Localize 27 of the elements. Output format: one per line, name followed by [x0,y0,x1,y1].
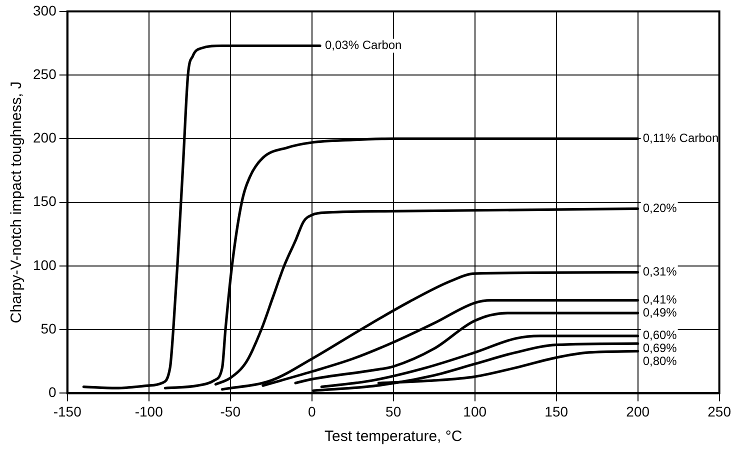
x-tick-label: 0 [308,403,316,420]
x-tick-label: 50 [386,403,402,420]
x-tick-label: 150 [544,403,568,420]
y-tick-label: 150 [33,193,57,210]
series-label: 0,31% [642,264,678,279]
series-label: 0,20% [642,200,678,215]
y-tick-label: 200 [33,130,57,146]
series-label: 0,41% [642,292,678,307]
y-axis-title: Charpy-V-notch impact toughness, J [8,81,26,324]
x-axis-title: Test temperature, °C [324,428,462,446]
x-tick-label: 200 [626,403,650,420]
y-tick-label: 250 [33,66,57,82]
x-tick-label: 250 [708,403,732,420]
y-tick-label: 100 [33,256,57,273]
x-tick-label: 100 [463,403,487,420]
x-tick-label: -150 [53,403,82,420]
series-label: 0,03% Carbon [324,38,402,52]
series-label: 0,80% [642,354,678,368]
series-label: 0,49% [642,306,678,320]
series-label: 0,11% Carbon [642,130,719,145]
x-tick-label: -50 [220,403,241,420]
y-tick-label: 50 [40,320,57,336]
x-tick-label: -100 [134,403,164,420]
series-label: 0,60% [642,328,678,342]
y-tick-label: 300 [33,2,57,18]
y-tick-label: 0 [48,384,57,400]
series-label: 0,69% [642,341,678,356]
